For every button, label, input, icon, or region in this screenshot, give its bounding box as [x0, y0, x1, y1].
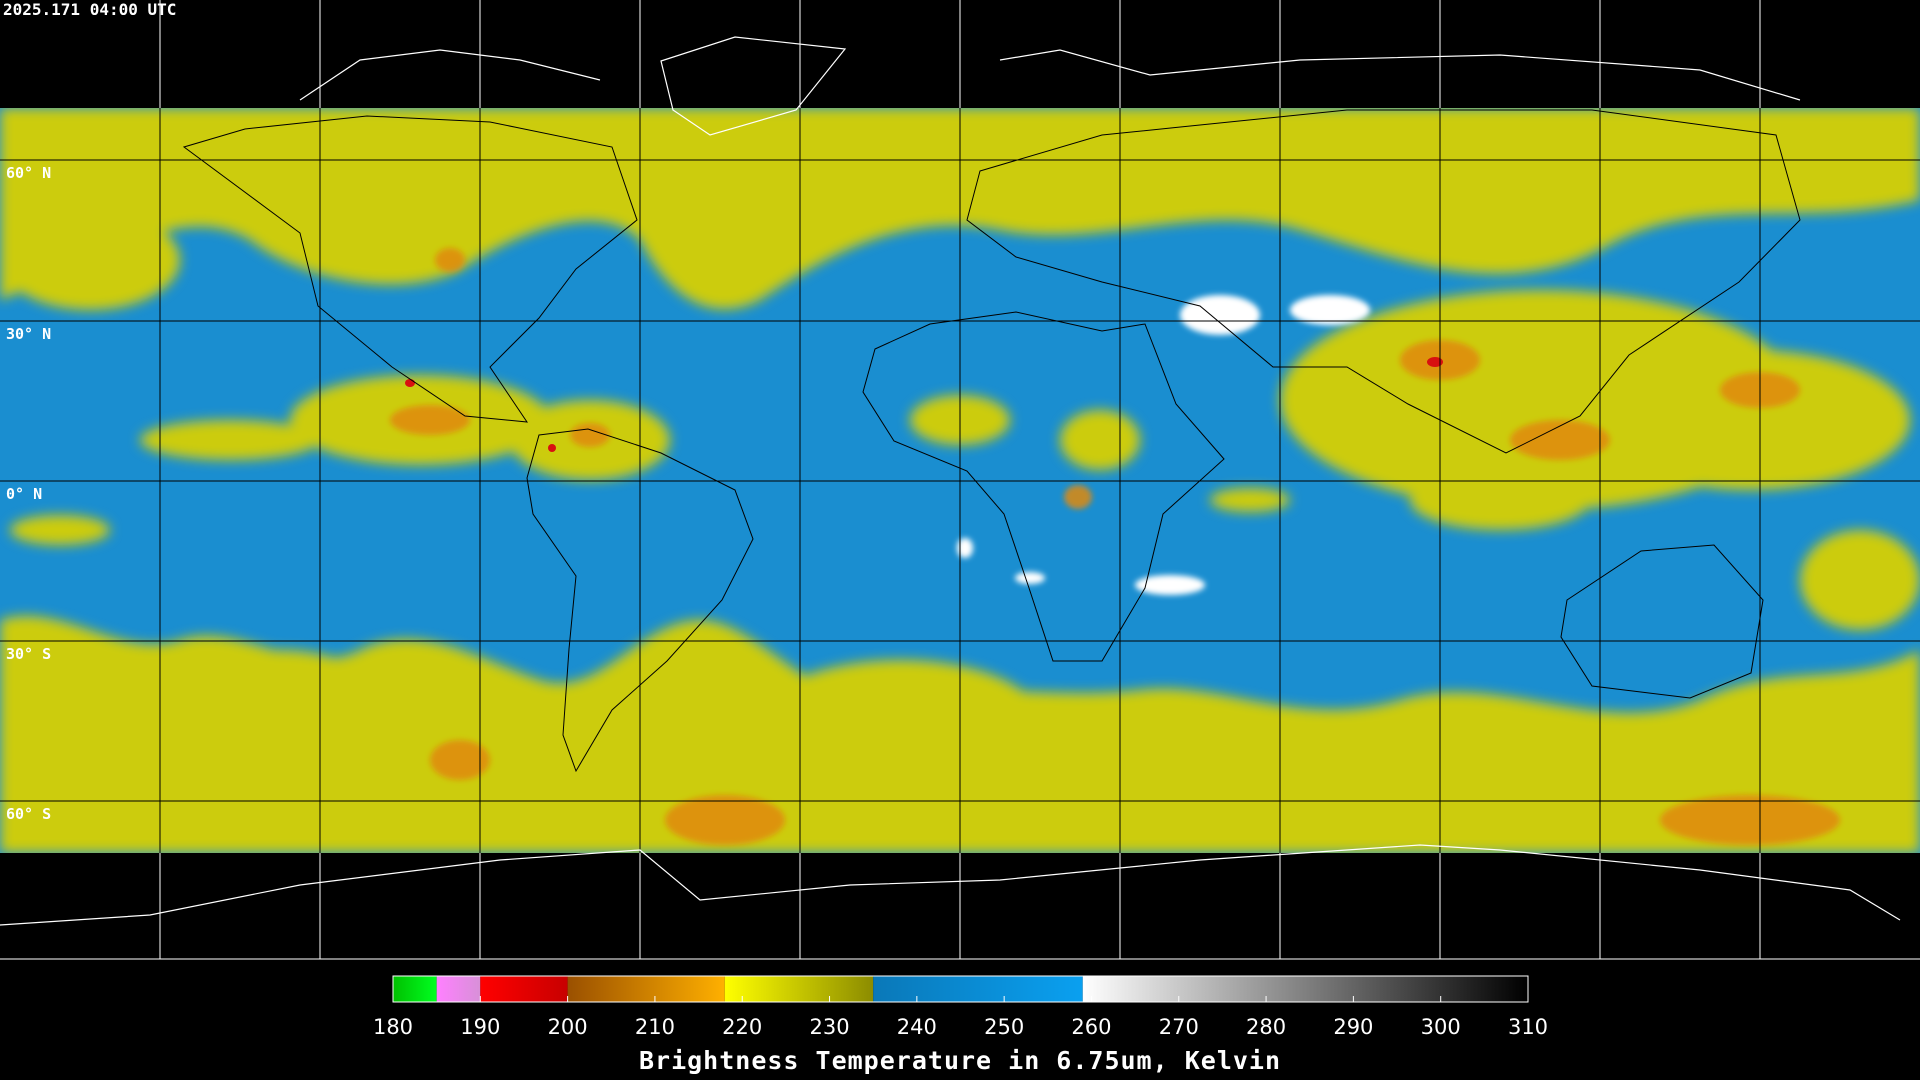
- colorbar-tick-label: 280: [1246, 1015, 1286, 1039]
- dry-areas: [957, 295, 1370, 595]
- colorbar-tick-label: 270: [1159, 1015, 1199, 1039]
- colorbar-tick-label: 260: [1071, 1015, 1111, 1039]
- colorbar-segment: [393, 976, 437, 1002]
- colorbar-tick-label: 180: [373, 1015, 413, 1039]
- latitude-label: 30° S: [6, 645, 51, 663]
- colorbar-segment: [873, 976, 1083, 1002]
- colorbar-tick-label: 230: [809, 1015, 849, 1039]
- timestamp: 2025.171 04:00 UTC: [3, 0, 176, 19]
- colorbar-segment: [724, 976, 874, 1002]
- colorbar-segment: [436, 976, 481, 1002]
- latitude-labels: 60° N 30° N 0° N 30° S 60° S: [6, 164, 51, 823]
- latitude-label: 60° N: [6, 164, 51, 182]
- colorbar-tick-label: 200: [548, 1015, 588, 1039]
- coastlines: [182, 109, 1801, 773]
- polar-coastlines: [0, 36, 1901, 926]
- colorbar-tick-label: 220: [722, 1015, 762, 1039]
- colorbar-segment: [1082, 976, 1528, 1002]
- parallel-lines: [0, 159, 1920, 802]
- colorbar: 180 190 200 210 220 230 240 250 260 270 280 290 300 3…: [373, 975, 1548, 1039]
- latitude-label: 60° S: [6, 805, 51, 823]
- latitude-label: 30° N: [6, 325, 51, 343]
- colorbar-frame: [392, 975, 1529, 1003]
- colorbar-tick-label: 240: [897, 1015, 937, 1039]
- colorbar-label: Brightness Temperature in 6.75um, Kelvin: [639, 1046, 1281, 1075]
- latitude-label: 0° N: [6, 485, 42, 503]
- colorbar-tick-label: 300: [1421, 1015, 1461, 1039]
- colorbar-segment: [567, 976, 725, 1002]
- colorbar-tick-label: 190: [460, 1015, 500, 1039]
- colorbar-tick-label: 210: [635, 1015, 675, 1039]
- colorbar-segment: [480, 976, 568, 1002]
- colorbar-tick-label: 250: [984, 1015, 1024, 1039]
- colorbar-tick-label: 310: [1508, 1015, 1548, 1039]
- colorbar-tick-label: 290: [1333, 1015, 1373, 1039]
